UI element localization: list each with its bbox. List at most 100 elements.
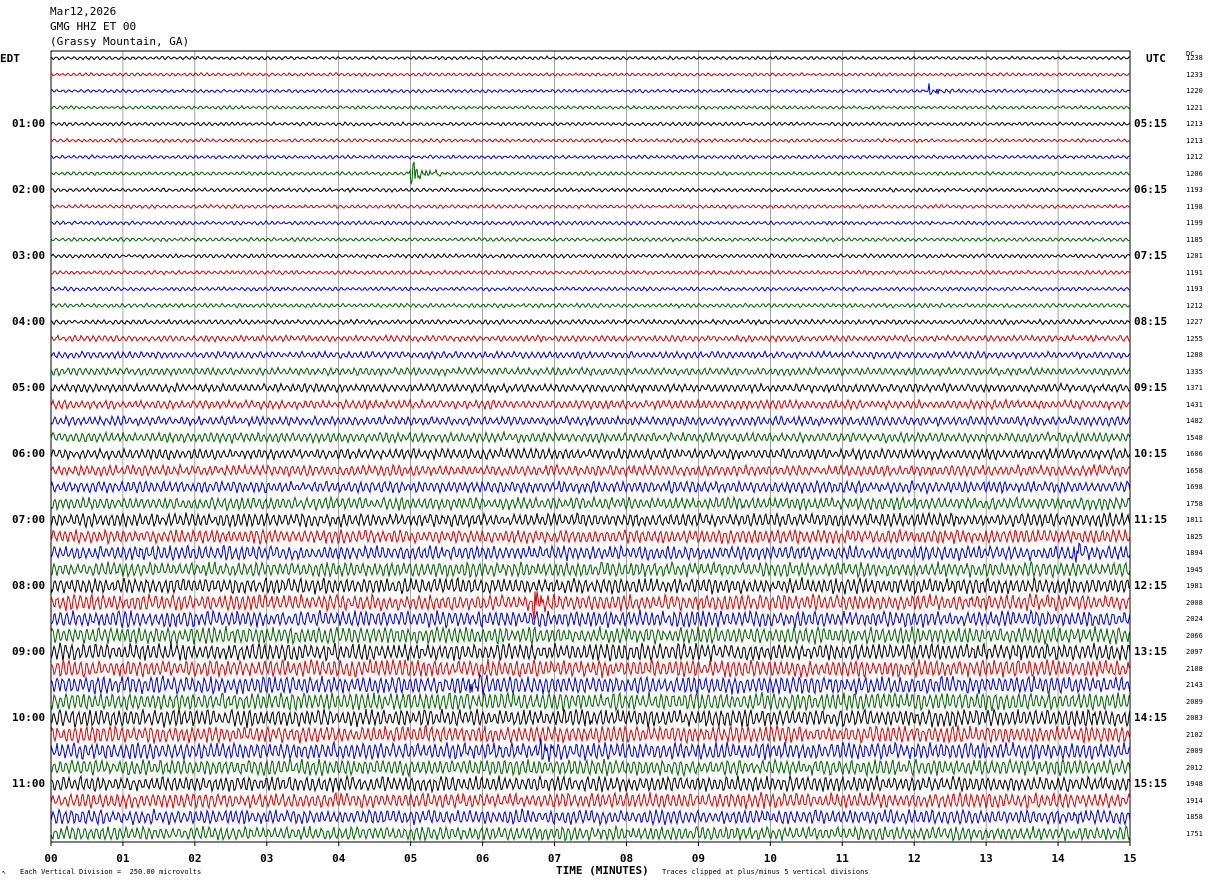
- dc-offset-label: 1206: [1186, 169, 1203, 178]
- dc-offset-label: 1758: [1186, 499, 1203, 508]
- right-hour-label: 14:15: [1134, 711, 1168, 724]
- x-tick-label: 12: [908, 852, 921, 865]
- trace-row-41: [50, 723, 1131, 745]
- trace-row-35: [50, 625, 1131, 646]
- trace-row-39: [50, 691, 1131, 713]
- x-tick-label: 07: [548, 852, 561, 865]
- x-tick-label: 05: [404, 852, 417, 865]
- trace-row-37: [50, 658, 1131, 679]
- x-tick-label: 14: [1051, 852, 1065, 865]
- dc-offset-label: 1945: [1186, 565, 1203, 574]
- trace-row-5: [50, 137, 1131, 144]
- trace-row-12: [50, 252, 1131, 260]
- trace-row-24: [50, 446, 1131, 462]
- trace-row-11: [50, 236, 1131, 243]
- left-hour-label: 07:00: [12, 513, 46, 526]
- dc-offset-label: 1825: [1186, 532, 1203, 541]
- trace-row-26: [50, 479, 1131, 496]
- dc-offset-label: 1914: [1186, 796, 1203, 805]
- dc-offset-label: 2066: [1186, 631, 1203, 640]
- left-timezone-label: EDT: [0, 52, 20, 65]
- trace-row-29: [50, 528, 1131, 546]
- plot-frame: [50, 50, 1131, 843]
- right-hour-label: 05:15: [1134, 117, 1168, 130]
- left-hour-label: 02:00: [12, 183, 46, 196]
- dc-offset-label: 1212: [1186, 301, 1203, 310]
- left-hour-label: 05:00: [12, 381, 46, 394]
- dc-offset-label: 1198: [1186, 202, 1203, 211]
- dc-offset-label: 1213: [1186, 136, 1203, 145]
- dc-offset-label: 1948: [1186, 780, 1203, 788]
- dc-offset-label: 1288: [1186, 351, 1203, 359]
- dc-offset-label: 1193: [1186, 186, 1203, 194]
- trace-row-15: [50, 302, 1131, 309]
- x-tick-label: 15: [1123, 852, 1136, 865]
- trace-row-38: [50, 674, 1131, 696]
- trace-row-25: [50, 462, 1131, 478]
- x-tick-group: 00 01 02 03 04 05 06 07 08 09 10 11 12 13 14 15: [44, 842, 1137, 865]
- trace-row-42: [50, 738, 1131, 763]
- trace-group: [50, 55, 1131, 843]
- trace-row-10: [50, 220, 1131, 226]
- dc-offset-label: 1201: [1186, 252, 1203, 260]
- dc-offset-label: 1371: [1186, 384, 1203, 392]
- dc-offset-label: 1482: [1186, 417, 1203, 425]
- dc-offset-label: 2097: [1186, 648, 1203, 656]
- x-tick-label: 00: [44, 852, 57, 865]
- dc-offset-label: 2102: [1186, 730, 1203, 739]
- dc-offset-label: 1185: [1186, 235, 1203, 244]
- x-tick-label: 03: [260, 852, 273, 865]
- right-hour-label: 08:15: [1134, 315, 1168, 328]
- x-tick-label: 10: [764, 852, 777, 865]
- dc-offset-label: 1191: [1186, 268, 1203, 277]
- trace-row-13: [50, 269, 1131, 276]
- dc-offset-label: 1227: [1186, 318, 1203, 326]
- station-location: (Grassy Mountain, GA): [50, 35, 190, 48]
- dc-offset-label: 2008: [1186, 598, 1203, 607]
- dc-offset-label: 1894: [1186, 549, 1203, 557]
- trace-row-2: [50, 83, 1131, 95]
- dc-offset-label: 1751: [1186, 829, 1203, 838]
- trace-row-6: [50, 154, 1131, 160]
- dc-offset-label: 2143: [1186, 681, 1203, 689]
- right-hour-label: 06:15: [1134, 183, 1168, 196]
- dc-header: DC: [1186, 50, 1195, 58]
- plot-date: Mar12,2026: [50, 5, 117, 18]
- trace-row-34: [50, 608, 1131, 630]
- dc-offset-label: 1698: [1186, 483, 1203, 491]
- trace-row-19: [50, 365, 1131, 378]
- dc-offset-label: 2009: [1186, 747, 1203, 755]
- dc-offset-label: 1548: [1186, 433, 1203, 442]
- right-hour-label: 10:15: [1134, 447, 1168, 460]
- trace-row-20: [50, 381, 1131, 395]
- corner-mark: ↖: [2, 868, 7, 876]
- trace-row-47: [50, 824, 1131, 843]
- left-hour-label: 01:00: [12, 117, 46, 130]
- trace-row-27: [50, 495, 1131, 512]
- dc-offset-label: 1193: [1186, 285, 1203, 293]
- trace-row-17: [50, 333, 1131, 344]
- x-tick-label: 02: [188, 852, 201, 865]
- dc-offset-label: 2089: [1186, 697, 1203, 706]
- dc-offset-label: 1335: [1186, 367, 1203, 376]
- x-tick-label: 13: [980, 852, 993, 865]
- trace-row-18: [50, 349, 1131, 361]
- x-tick-label: 08: [620, 852, 633, 865]
- trace-row-14: [50, 285, 1131, 293]
- x-tick-label: 04: [332, 852, 346, 865]
- x-tick-label: 11: [836, 852, 850, 865]
- left-hour-label: 04:00: [12, 315, 46, 328]
- station-code: GMG HHZ ET 00: [50, 20, 137, 33]
- dc-offset-label: 1233: [1186, 70, 1203, 79]
- trace-row-1: [51, 71, 1131, 78]
- left-hour-label: 11:00: [12, 777, 46, 790]
- trace-row-40: [50, 707, 1131, 728]
- dc-offset-label: 1212: [1186, 153, 1203, 161]
- trace-row-33: [50, 591, 1131, 620]
- left-hour-label: 06:00: [12, 447, 46, 460]
- trace-row-36: [50, 641, 1131, 662]
- dc-offset-label: 2108: [1186, 664, 1203, 673]
- right-hour-label: 13:15: [1134, 645, 1168, 658]
- x-tick-label: 09: [692, 852, 705, 865]
